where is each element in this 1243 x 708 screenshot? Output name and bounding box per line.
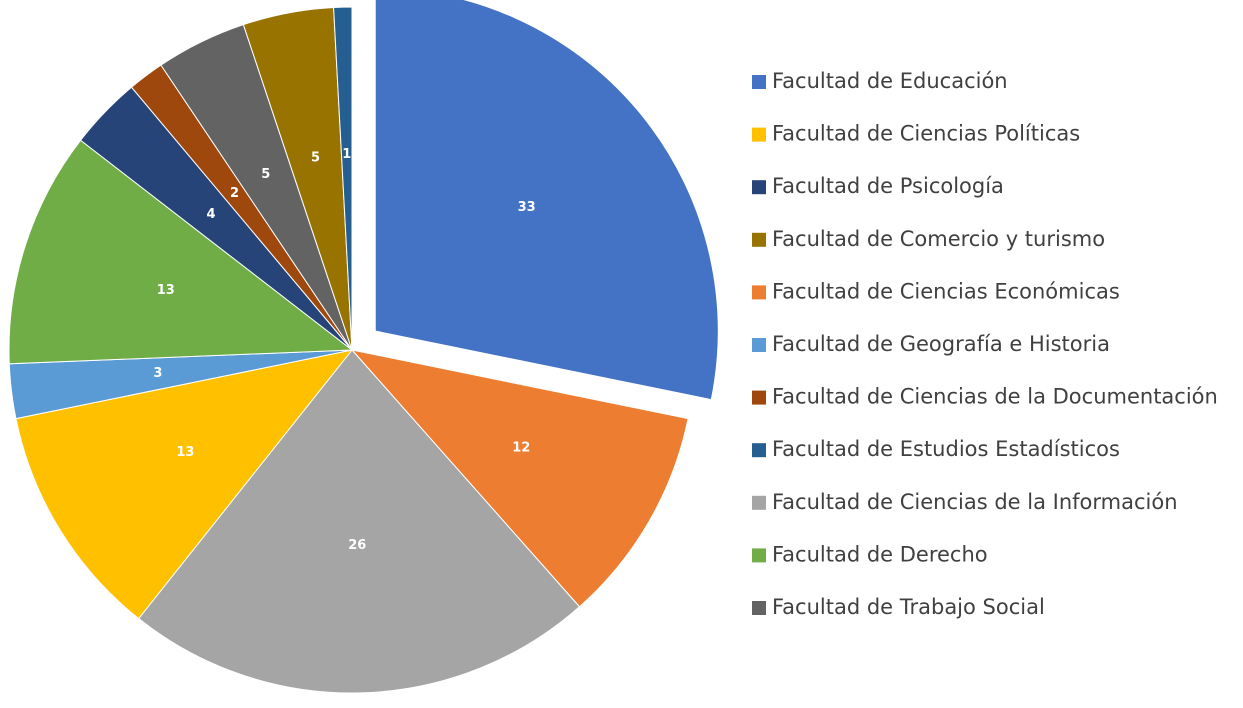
data-label: 13 xyxy=(157,283,175,298)
pie-slice xyxy=(8,139,354,365)
legend-label: Facultad de Geografía e Historia xyxy=(772,332,1110,356)
legend-swatch xyxy=(752,75,766,89)
data-label: 26 xyxy=(348,538,366,553)
legend-swatch xyxy=(752,443,766,458)
data-label: 3 xyxy=(153,366,162,381)
legend-label: Facultad de Psicología xyxy=(772,174,1004,198)
pie-slice xyxy=(333,6,353,351)
legend-label: Facultad de Ciencias de la Documentación xyxy=(772,385,1218,409)
legend-swatch xyxy=(752,180,766,195)
legend-label: Facultad de Trabajo Social xyxy=(772,595,1045,619)
data-label: 13 xyxy=(176,445,194,460)
legend-swatch xyxy=(752,127,766,142)
legend-label: Facultad de Educación xyxy=(772,69,1008,93)
data-label: 5 xyxy=(311,150,320,165)
legend-swatch xyxy=(752,601,766,615)
legend-label: Facultad de Ciencias Económicas xyxy=(772,279,1120,303)
pie-slice xyxy=(15,349,354,620)
legend-swatch xyxy=(752,548,766,563)
legend-swatch xyxy=(752,495,766,510)
data-label: 4 xyxy=(206,207,215,222)
data-label: 2 xyxy=(230,186,239,201)
data-label: 1 xyxy=(342,147,351,162)
legend-label: Facultad de Comercio y turismo xyxy=(772,227,1105,251)
pie-slice xyxy=(137,349,581,694)
legend-label: Facultad de Derecho xyxy=(772,542,988,566)
data-label: 12 xyxy=(512,440,530,455)
legend-swatch xyxy=(752,390,766,405)
data-label: 33 xyxy=(518,200,536,215)
legend-label: Facultad de Ciencias de la Información xyxy=(772,490,1178,514)
legend-swatch xyxy=(752,232,766,247)
legend-swatch xyxy=(752,285,766,300)
legend-label: Facultad de Estudios Estadísticos xyxy=(772,437,1120,461)
pie-slice xyxy=(374,0,719,401)
data-label: 5 xyxy=(261,167,270,182)
legend-label: Facultad de Ciencias Políticas xyxy=(772,122,1080,146)
legend-swatch xyxy=(752,338,766,352)
pie-slice xyxy=(350,349,689,608)
